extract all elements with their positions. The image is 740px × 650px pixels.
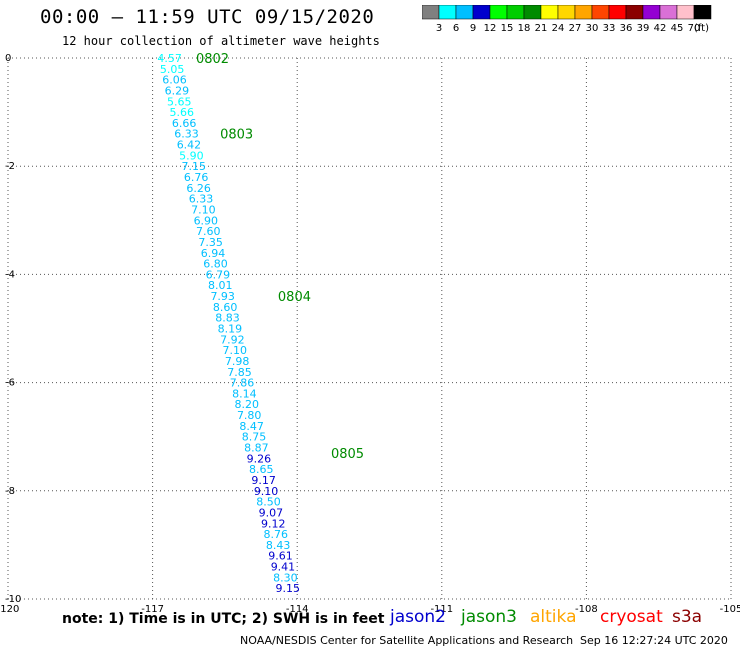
chart-title: 00:00 – 11:59 UTC 09/15/2020 [40,6,375,28]
swh-data-label: 8.30 [273,571,298,584]
y-tick-label: 0 [5,53,11,64]
chart-subtitle: 12 hour collection of altimeter wave hei… [62,34,380,48]
swh-data-label: 8.43 [266,539,291,552]
legend-cryosat: cryosat [600,607,663,627]
colorbar-swatch [693,5,712,20]
time-label: 0804 [278,290,311,305]
colorbar-tick-label: 3 [436,23,442,34]
swh-data-label: 7.10 [222,344,247,357]
swh-data-label: 5.65 [167,95,192,108]
swh-data-label: 9.07 [259,506,284,519]
y-tick-label: -10 [5,594,21,605]
swh-data-label: 9.41 [271,561,296,574]
time-label: 0805 [331,447,364,462]
swh-data-label: 7.92 [220,333,245,346]
y-tick-label: -8 [5,486,15,497]
swh-data-label: 7.93 [210,290,235,303]
swh-data-label: 9.61 [268,550,293,563]
x-tick-label: -105 [720,604,740,615]
plot-grid [7,57,732,600]
colorbar-tick-label: 36 [620,23,633,34]
legend-s3a: s3a [672,607,703,627]
colorbar-unit: (ft) [694,23,709,34]
colorbar-tick-label: 30 [586,23,599,34]
swh-data-label: 9.17 [251,474,276,487]
footer-note: note: 1) Time is in UTC; 2) SWH is in fe… [62,611,385,627]
swh-data-label: 6.79 [206,268,231,281]
swh-data-label: 8.47 [239,420,263,433]
legend-altika: altika [530,607,577,627]
swh-data-label: 8.76 [263,528,288,541]
swh-data-label: 9.26 [247,452,272,465]
time-label: 0802 [196,52,229,67]
y-tick-label: -2 [5,161,15,172]
swh-data-label: 7.85 [227,366,252,379]
colorbar-tick-label: 70 [688,23,701,34]
colorbar-tick-label: 33 [603,23,616,34]
swh-data-label: 7.60 [196,225,221,238]
swh-data-label: 8.01 [208,279,233,292]
colorbar-tick-label: 18 [518,23,531,34]
colorbar-tick-label: 42 [654,23,667,34]
x-tick-label: -117 [141,604,164,615]
swh-data-label: 8.50 [256,496,281,509]
swh-data-label: 6.33 [174,128,199,141]
colorbar-tick-label: 6 [453,23,459,34]
swh-data-label: 6.26 [186,182,211,195]
swh-data-label: 9.10 [254,485,279,498]
swh-data-label: 6.33 [189,193,214,206]
swh-data-label: 6.06 [162,74,187,87]
colorbar-tick-label: 9 [470,23,476,34]
swh-data-label: 7.80 [237,409,262,422]
credit-text: NOAA/NESDIS Center for Satellite Applica… [240,634,574,647]
swh-data-label: 9.12 [261,517,286,530]
colorbar-tick-label: 39 [637,23,650,34]
legend-jason2: jason2 [390,607,446,627]
x-tick-label: -120 [0,604,19,615]
swh-data-label: 6.90 [194,214,219,227]
generated-timestamp: Sep 16 12:27:24 UTC 2020 [580,634,728,647]
swh-data-label: 6.94 [201,247,226,260]
swh-data-label: 8.75 [242,431,267,444]
x-tick-label: -111 [430,604,453,615]
swh-data-label: 8.83 [215,312,240,325]
colorbar-tick-label: 15 [501,23,514,34]
colorbar-tick-label: 27 [569,23,582,34]
swh-data-label: 8.19 [218,323,243,336]
x-tick-label: -108 [575,604,598,615]
plot-axes: -120 -117 -114 -111 -108 -105 0 -2 -4 -6 -8 -10 [0,53,740,615]
swh-data-label: 4.57 [157,52,182,65]
swh-data-label: 8.14 [232,387,257,400]
swh-data-label: 8.65 [249,463,274,476]
swh-data-label: 7.98 [225,355,250,368]
colorbar-tick-label: 12 [484,23,497,34]
colorbar-tick-label: 24 [552,23,565,34]
swh-data-label: 5.66 [169,106,194,119]
swh-data-label: 6.80 [203,258,228,271]
swh-data-label: 6.66 [172,117,197,130]
swh-data-label: 7.35 [198,236,223,249]
swh-data-label: 7.15 [182,160,207,173]
wave-height-colorbar: 3 6 9 12 15 18 21 24 27 30 33 36 39 42 45 70(ft) [422,5,712,34]
swh-data-label: 5.05 [160,63,185,76]
swh-data-label: 6.42 [177,139,202,152]
swh-data-label: 7.10 [191,203,216,216]
swh-data-label: 6.76 [184,171,209,184]
y-tick-label: -6 [5,378,15,389]
y-tick-label: -4 [5,269,15,280]
swh-data-label: 7.86 [230,377,255,390]
swh-data-label: 8.87 [244,442,269,455]
swh-data-label: 8.60 [213,301,238,314]
swh-data-label: 8.20 [235,398,259,411]
colorbar-tick-label: 21 [535,23,548,34]
data-marks: 4.575.056.066.295.655.666.666.336.425.90… [157,52,364,595]
time-label: 0803 [220,128,253,143]
x-tick-label: -114 [286,604,309,615]
swh-data-label: 6.29 [165,84,190,97]
legend-jason3: jason3 [461,607,517,627]
swh-data-label: 9.15 [276,582,301,595]
colorbar-tick-label: 45 [671,23,684,34]
swh-data-label: 5.90 [179,149,204,162]
